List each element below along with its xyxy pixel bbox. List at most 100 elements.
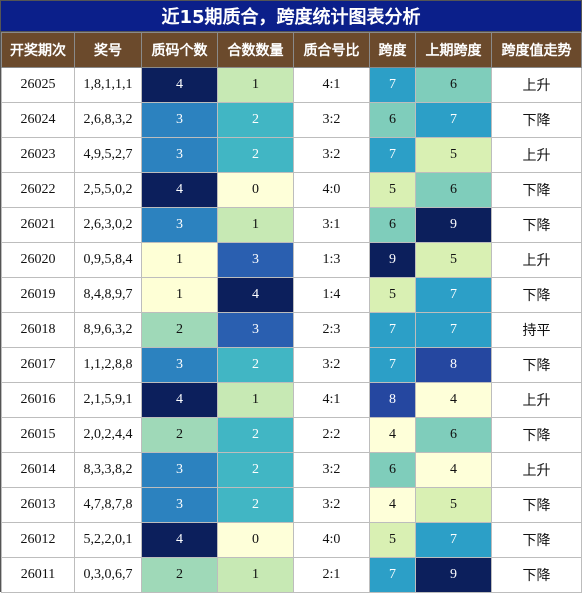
col-header-prev-span: 上期跨度: [415, 32, 492, 68]
table-row: 26022 2,5,5,0,2 4 0 4:0 5 6 下降: [1, 172, 582, 208]
cell-numbers: 8,4,8,9,7: [74, 277, 142, 313]
chart-title: 近15期质合，跨度统计图表分析: [1, 1, 581, 32]
cell-composite-count: 2: [217, 452, 294, 488]
cell-numbers: 2,1,5,9,1: [74, 382, 142, 418]
cell-composite-count: 0: [217, 522, 294, 558]
cell-prime-count: 3: [141, 102, 218, 138]
cell-prime-count: 2: [141, 417, 218, 453]
col-header-composite-count: 合数数量: [217, 32, 294, 68]
cell-issue: 26021: [1, 207, 75, 243]
cell-prime-count: 3: [141, 452, 218, 488]
cell-span: 6: [369, 207, 416, 243]
cell-prev-span: 4: [415, 452, 492, 488]
cell-prime-count: 4: [141, 522, 218, 558]
col-header-prime-count: 质码个数: [141, 32, 218, 68]
cell-ratio: 3:2: [293, 137, 370, 173]
cell-numbers: 8,9,6,3,2: [74, 312, 142, 348]
cell-trend: 下降: [491, 522, 582, 558]
cell-issue: 26012: [1, 522, 75, 558]
cell-composite-count: 2: [217, 487, 294, 523]
cell-trend: 下降: [491, 487, 582, 523]
cell-composite-count: 1: [217, 557, 294, 593]
cell-trend: 下降: [491, 557, 582, 593]
cell-issue: 26015: [1, 417, 75, 453]
cell-trend: 下降: [491, 347, 582, 383]
cell-prime-count: 3: [141, 347, 218, 383]
cell-composite-count: 0: [217, 172, 294, 208]
col-header-span: 跨度: [369, 32, 416, 68]
cell-ratio: 2:1: [293, 557, 370, 593]
cell-issue: 26019: [1, 277, 75, 313]
cell-prime-count: 4: [141, 172, 218, 208]
table-row: 26018 8,9,6,3,2 2 3 2:3 7 7 持平: [1, 312, 582, 348]
table-row: 26024 2,6,8,3,2 3 2 3:2 6 7 下降: [1, 102, 582, 138]
cell-span: 8: [369, 382, 416, 418]
cell-prev-span: 7: [415, 312, 492, 348]
cell-issue: 26022: [1, 172, 75, 208]
cell-numbers: 4,9,5,2,7: [74, 137, 142, 173]
cell-composite-count: 1: [217, 207, 294, 243]
cell-prev-span: 5: [415, 137, 492, 173]
cell-ratio: 2:2: [293, 417, 370, 453]
table-row: 26023 4,9,5,2,7 3 2 3:2 7 5 上升: [1, 137, 582, 173]
cell-composite-count: 2: [217, 347, 294, 383]
cell-composite-count: 4: [217, 277, 294, 313]
cell-trend: 下降: [491, 102, 582, 138]
cell-span: 7: [369, 557, 416, 593]
cell-ratio: 4:1: [293, 67, 370, 103]
cell-issue: 26025: [1, 67, 75, 103]
cell-ratio: 3:2: [293, 452, 370, 488]
cell-numbers: 2,6,3,0,2: [74, 207, 142, 243]
cell-trend: 下降: [491, 207, 582, 243]
cell-span: 7: [369, 312, 416, 348]
cell-span: 5: [369, 277, 416, 313]
cell-ratio: 3:2: [293, 347, 370, 383]
table-row: 26014 8,3,3,8,2 3 2 3:2 6 4 上升: [1, 452, 582, 488]
cell-span: 7: [369, 67, 416, 103]
table-row: 26013 4,7,8,7,8 3 2 3:2 4 5 下降: [1, 487, 582, 523]
table-row: 26021 2,6,3,0,2 3 1 3:1 6 9 下降: [1, 207, 582, 243]
cell-trend: 上升: [491, 67, 582, 103]
cell-issue: 26020: [1, 242, 75, 278]
cell-prime-count: 2: [141, 312, 218, 348]
cell-numbers: 1,1,2,8,8: [74, 347, 142, 383]
cell-composite-count: 2: [217, 102, 294, 138]
cell-numbers: 8,3,3,8,2: [74, 452, 142, 488]
cell-span: 6: [369, 102, 416, 138]
cell-ratio: 3:2: [293, 102, 370, 138]
cell-prime-count: 3: [141, 487, 218, 523]
cell-ratio: 4:0: [293, 522, 370, 558]
cell-numbers: 2,6,8,3,2: [74, 102, 142, 138]
cell-prev-span: 7: [415, 277, 492, 313]
cell-prev-span: 6: [415, 67, 492, 103]
cell-ratio: 1:4: [293, 277, 370, 313]
cell-issue: 26017: [1, 347, 75, 383]
cell-issue: 26024: [1, 102, 75, 138]
col-header-ratio: 质合号比: [293, 32, 370, 68]
cell-trend: 上升: [491, 137, 582, 173]
cell-composite-count: 1: [217, 67, 294, 103]
table-row: 26015 2,0,2,4,4 2 2 2:2 4 6 下降: [1, 417, 582, 453]
cell-prime-count: 4: [141, 382, 218, 418]
cell-numbers: 2,5,5,0,2: [74, 172, 142, 208]
table-row: 26019 8,4,8,9,7 1 4 1:4 5 7 下降: [1, 277, 582, 313]
cell-prev-span: 8: [415, 347, 492, 383]
cell-prev-span: 7: [415, 522, 492, 558]
cell-span: 5: [369, 172, 416, 208]
col-header-issue: 开奖期次: [1, 32, 75, 68]
cell-trend: 下降: [491, 417, 582, 453]
cell-prev-span: 7: [415, 102, 492, 138]
cell-span: 6: [369, 452, 416, 488]
table-body: 26025 1,8,1,1,1 4 1 4:1 7 6 上升 26024 2,6,8,3,2 3 2 3…: [1, 67, 582, 593]
cell-trend: 上升: [491, 382, 582, 418]
cell-numbers: 0,9,5,8,4: [74, 242, 142, 278]
cell-span: 7: [369, 347, 416, 383]
cell-span: 4: [369, 417, 416, 453]
cell-prime-count: 3: [141, 137, 218, 173]
cell-composite-count: 1: [217, 382, 294, 418]
cell-span: 5: [369, 522, 416, 558]
cell-composite-count: 2: [217, 137, 294, 173]
cell-span: 7: [369, 137, 416, 173]
table-row: 26017 1,1,2,8,8 3 2 3:2 7 8 下降: [1, 347, 582, 383]
cell-prev-span: 5: [415, 242, 492, 278]
